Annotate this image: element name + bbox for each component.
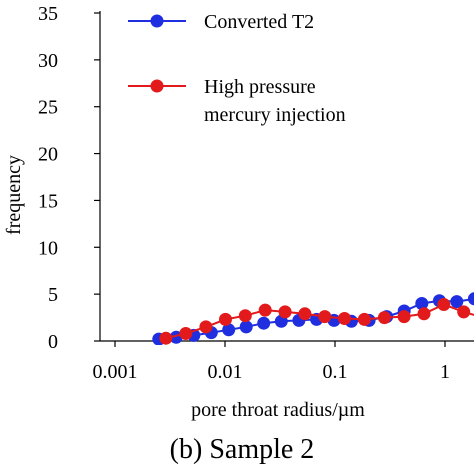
data-point-series-2 [219,312,232,326]
data-point-series-1 [467,292,474,306]
data-point-series-2 [159,331,173,345]
y-tick-label: 20 [38,144,58,166]
data-point-series-1 [222,323,236,337]
data-point-series-1 [257,316,271,330]
legend-swatch-marker [150,79,164,93]
data-point-series-2 [258,303,272,317]
y-axis-title: frequency [3,155,25,235]
data-point-series-2 [437,298,451,311]
data-point-series-2 [298,307,312,321]
y-tick-label: 25 [38,97,58,119]
x-axis-title: pore throat radius/µm [191,399,365,421]
data-point-series-2 [457,305,471,319]
data-point-series-2 [338,312,351,325]
data-point-series-1 [415,297,429,310]
data-point-series-2 [377,311,391,325]
data-point-series-1 [450,295,464,309]
y-tick-label: 0 [48,331,58,353]
legend-label: High pressure mercury injection [204,76,346,126]
y-tick-label: 35 [38,3,58,25]
x-tick-label: 0.1 [323,361,348,383]
data-point-series-2 [179,327,193,340]
y-tick-label: 15 [38,190,58,212]
data-point-series-2 [238,309,252,323]
data-point-series-2 [318,310,332,324]
x-tick-label: 0.01 [208,361,243,383]
x-tick-label: 0.001 [93,361,138,383]
y-tick-label: 5 [48,284,58,306]
data-point-series-2 [417,307,431,321]
y-tick-label: 30 [38,50,58,72]
figure-caption: (b) Sample 2 [170,434,315,465]
legend-label: Converted T2 [204,11,314,33]
legend-swatch-marker [150,14,164,28]
data-point-series-1 [239,320,253,334]
data-point-series-2 [199,320,213,334]
data-point-series-2 [278,305,292,319]
x-tick-label: 1 [440,361,450,383]
data-point-series-2 [397,310,411,324]
y-tick-label: 10 [38,237,58,259]
data-point-series-2 [357,312,371,326]
